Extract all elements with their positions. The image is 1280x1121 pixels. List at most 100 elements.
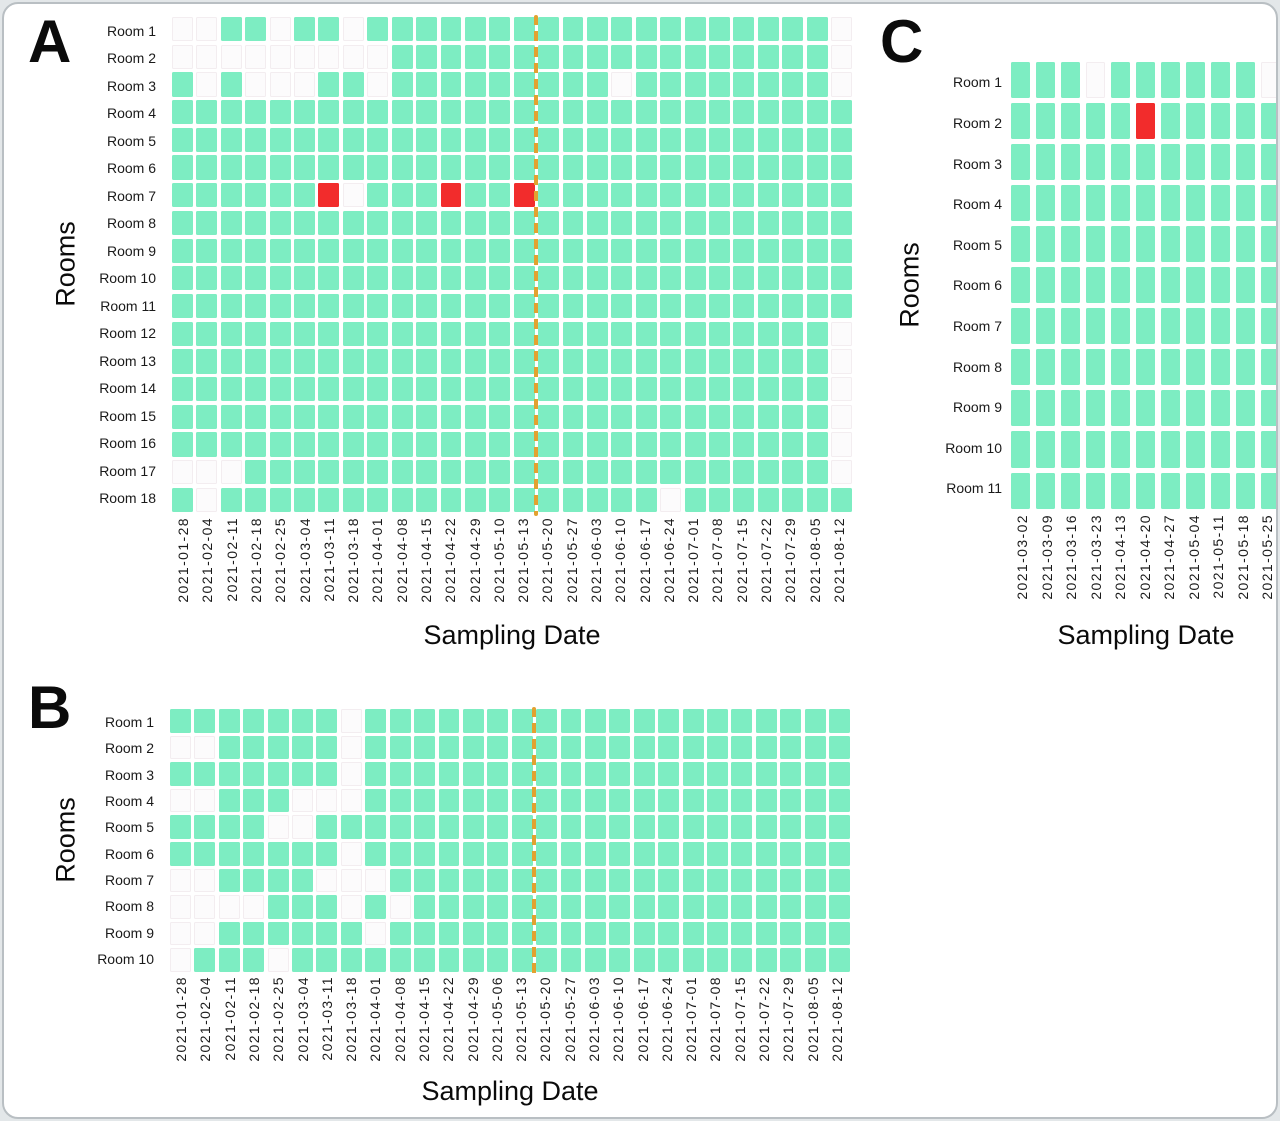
heatmap-cell [635, 321, 657, 346]
heatmap-cell [538, 238, 560, 263]
heatmap-cell [342, 100, 364, 125]
heatmap-cell [318, 293, 340, 319]
heatmap-cell [1161, 103, 1181, 140]
x-tick-label: 2021-07-15 [733, 517, 750, 603]
heatmap-cell [1211, 103, 1231, 140]
heatmap-cell [416, 100, 438, 125]
heatmap-cell [416, 432, 438, 457]
heatmap-cell [367, 460, 389, 485]
heatmap-cell [684, 44, 706, 69]
heatmap-cell [1061, 267, 1081, 304]
heatmap-cell [487, 709, 509, 733]
x-tick-label: 2021-04-13 [1112, 514, 1129, 600]
y-tick-label: Room 15 [99, 407, 156, 424]
heatmap-cell [1086, 390, 1106, 427]
heatmap-cell [633, 788, 655, 813]
heatmap-cell [1136, 349, 1156, 386]
heatmap-cell [342, 210, 364, 236]
heatmap-cell [170, 921, 191, 946]
heatmap-cell [562, 432, 584, 457]
heatmap-cell [367, 487, 389, 512]
heatmap-cell [489, 127, 511, 152]
heatmap-cell [611, 404, 633, 429]
heatmap-cell [342, 127, 364, 152]
heatmap-cell [757, 210, 779, 236]
heatmap-cell [1211, 349, 1231, 386]
heatmap-cell [684, 404, 706, 429]
heatmap-cell [389, 868, 411, 893]
heatmap-cell [511, 788, 533, 813]
heatmap-cell [294, 100, 315, 125]
heatmap-cell [196, 432, 218, 457]
heatmap-cell [804, 895, 826, 919]
heatmap-cell [489, 44, 511, 69]
heatmap-cell [684, 183, 706, 208]
heatmap-cell [1061, 185, 1081, 222]
heatmap-cell [562, 72, 584, 97]
heatmap-cell [611, 349, 633, 374]
heatmap-cell [684, 487, 706, 512]
x-tick-label: 2021-02-25 [270, 976, 287, 1062]
heatmap-cell [707, 735, 728, 760]
heatmap-cell [440, 17, 462, 42]
heatmap-cell [245, 183, 267, 208]
heatmap-cell [831, 183, 852, 208]
heatmap-cell [462, 868, 484, 893]
x-tick-label: 2021-04-27 [1161, 514, 1178, 600]
heatmap-cell [782, 432, 804, 457]
heatmap-cell [1236, 103, 1256, 140]
heatmap-cell [318, 377, 340, 402]
heatmap-cell [1211, 472, 1231, 509]
heatmap-cell [267, 762, 289, 786]
heatmap-cell [318, 266, 340, 291]
heatmap-cell [757, 17, 779, 42]
heatmap-cell [560, 709, 582, 733]
heatmap-cell [220, 155, 242, 180]
heatmap-cell [733, 293, 755, 319]
heatmap-cell [829, 842, 850, 866]
x-tick-label: 2021-04-29 [464, 976, 481, 1062]
heatmap-cell [318, 432, 340, 457]
heatmap-cell [342, 293, 364, 319]
heatmap-cell [733, 17, 755, 42]
heatmap-cell [660, 377, 682, 402]
heatmap-cell [316, 842, 338, 866]
heatmap-cell [682, 709, 704, 733]
heatmap-cell [391, 183, 413, 208]
heatmap-cell [684, 460, 706, 485]
heatmap-cell [489, 460, 511, 485]
heatmap-cell [245, 155, 267, 180]
heatmap-cell [342, 266, 364, 291]
heatmap-cell [487, 815, 509, 839]
heatmap-cell [586, 17, 608, 42]
heatmap-cell [243, 762, 265, 786]
heatmap-cell [806, 321, 828, 346]
heatmap-cell [294, 44, 315, 69]
heatmap-cell [269, 155, 291, 180]
heatmap-cell [462, 842, 484, 866]
heatmap-cell [464, 349, 486, 374]
heatmap-cell [414, 895, 436, 919]
y-tick-label: Room 2 [104, 740, 154, 757]
heatmap-cell [318, 321, 340, 346]
heatmap-cell [440, 377, 462, 402]
x-tick-label: 2021-03-11 [320, 517, 337, 602]
heatmap-cell [245, 321, 267, 346]
heatmap-cell [438, 868, 460, 893]
heatmap-cell [462, 921, 484, 946]
heatmap-cell [806, 238, 828, 263]
heatmap-cell [757, 321, 779, 346]
heatmap-cell [172, 293, 193, 319]
heatmap-cell [220, 100, 242, 125]
heatmap-cell [757, 432, 779, 457]
heatmap-cell [658, 815, 680, 839]
heatmap-cell [635, 44, 657, 69]
heatmap-cell [194, 842, 216, 866]
heatmap-cell [586, 210, 608, 236]
heatmap-cell [757, 238, 779, 263]
heatmap-cell [757, 127, 779, 152]
heatmap-cell [1061, 103, 1081, 140]
heatmap-cell [584, 921, 606, 946]
heatmap-cell [342, 238, 364, 263]
y-tick-label: Room 9 [952, 399, 1002, 416]
